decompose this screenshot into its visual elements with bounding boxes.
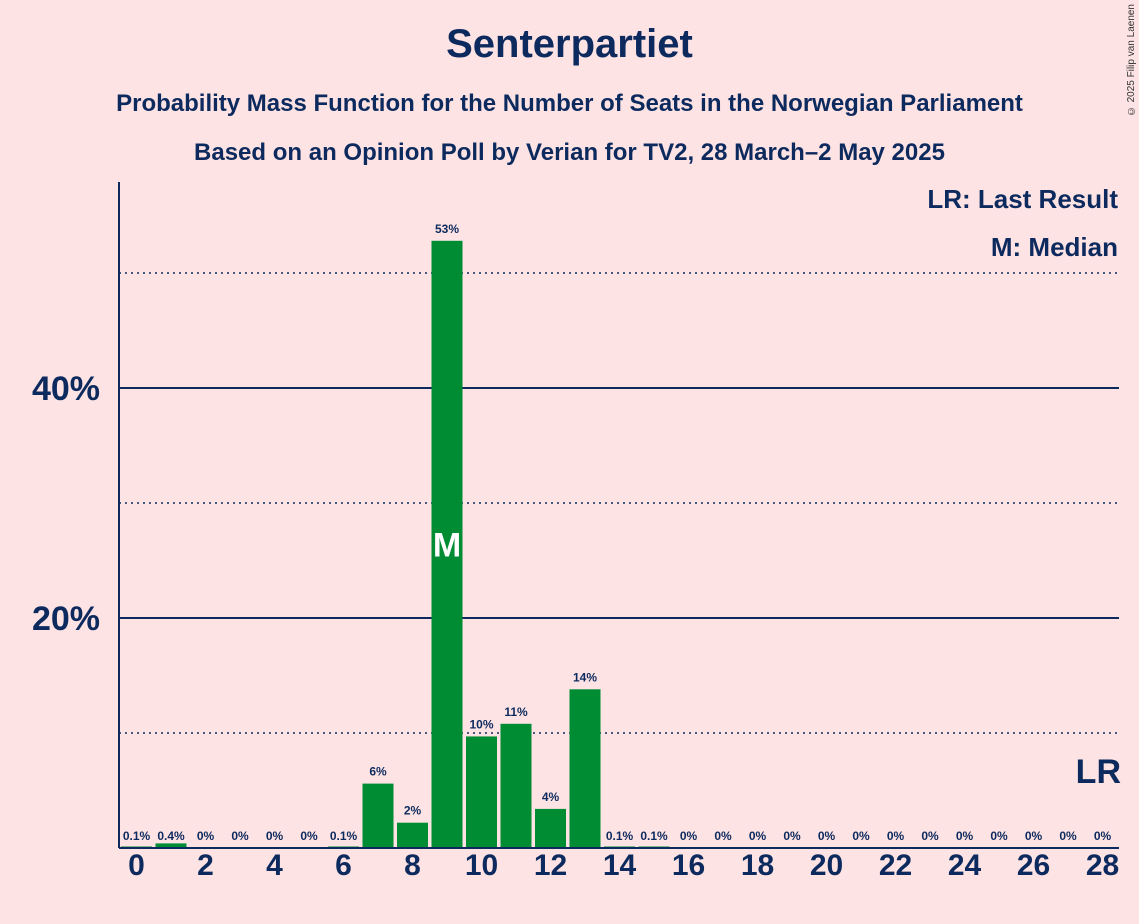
bar-seat-10 (466, 736, 497, 848)
bar-seat-9 (431, 240, 463, 849)
data-label: 0% (231, 829, 249, 843)
data-label: 0% (818, 829, 836, 843)
data-label: 0% (749, 829, 767, 843)
legend-last-result: LR: Last Result (927, 184, 1118, 214)
data-label: 0% (197, 829, 215, 843)
bar-seat-11 (500, 723, 532, 848)
data-label: 0% (852, 829, 870, 843)
x-tick-label: 2 (197, 849, 214, 882)
x-tick-label: 4 (266, 849, 283, 882)
data-label: 10% (469, 717, 493, 731)
data-label: 0% (1094, 829, 1112, 843)
data-label: 4% (542, 790, 560, 804)
data-label: 14% (573, 670, 597, 684)
data-label: 53% (435, 222, 459, 236)
data-label: 0.1% (330, 829, 358, 843)
x-tick-label: 12 (534, 849, 567, 882)
data-label: 6% (369, 765, 387, 779)
data-label: 0% (266, 829, 284, 843)
x-tick-label: 8 (404, 849, 421, 882)
x-tick-label: 0 (128, 849, 145, 882)
y-tick-label: 40% (32, 370, 100, 408)
chart-subtitle: Probability Mass Function for the Number… (116, 90, 1023, 117)
bar-seat-8 (397, 822, 428, 848)
data-label: 0% (887, 829, 905, 843)
last-result-marker: LR (1076, 753, 1121, 791)
x-tick-label: 14 (603, 849, 637, 882)
data-label: 0.1% (123, 829, 151, 843)
x-tick-label: 16 (672, 849, 705, 882)
data-label: 0% (1059, 829, 1077, 843)
x-tick-label: 28 (1086, 849, 1119, 882)
data-label: 0% (300, 829, 318, 843)
x-tick-label: 20 (810, 849, 843, 882)
bar-seat-13 (569, 689, 601, 848)
bar-seat-12 (535, 808, 566, 848)
data-label: 0.1% (640, 829, 668, 843)
data-label: 0.1% (606, 829, 634, 843)
x-tick-label: 22 (879, 849, 912, 882)
bar-seat-7 (362, 783, 394, 848)
data-label: 2% (404, 804, 422, 818)
chart-title: Senterpartiet (446, 22, 693, 66)
bar-seat-1 (155, 843, 187, 848)
x-tick-label: 18 (741, 849, 774, 882)
x-tick-label: 6 (335, 849, 352, 882)
data-label: 0% (680, 829, 698, 843)
data-label: 0.4% (157, 829, 185, 843)
chart-source-line: Based on an Opinion Poll by Verian for T… (194, 139, 945, 166)
median-marker: M (433, 526, 461, 564)
x-tick-label: 26 (1017, 849, 1050, 882)
legend-median: M: Median (990, 232, 1118, 262)
data-label: 0% (921, 829, 939, 843)
data-label: 0% (956, 829, 974, 843)
data-label: 0% (990, 829, 1008, 843)
data-label: 0% (714, 829, 732, 843)
data-label: 0% (783, 829, 801, 843)
x-tick-label: 10 (465, 849, 498, 882)
y-tick-label: 20% (32, 600, 100, 638)
x-tick-label: 24 (948, 849, 982, 882)
data-label: 0% (1025, 829, 1043, 843)
data-label: 11% (504, 705, 528, 719)
